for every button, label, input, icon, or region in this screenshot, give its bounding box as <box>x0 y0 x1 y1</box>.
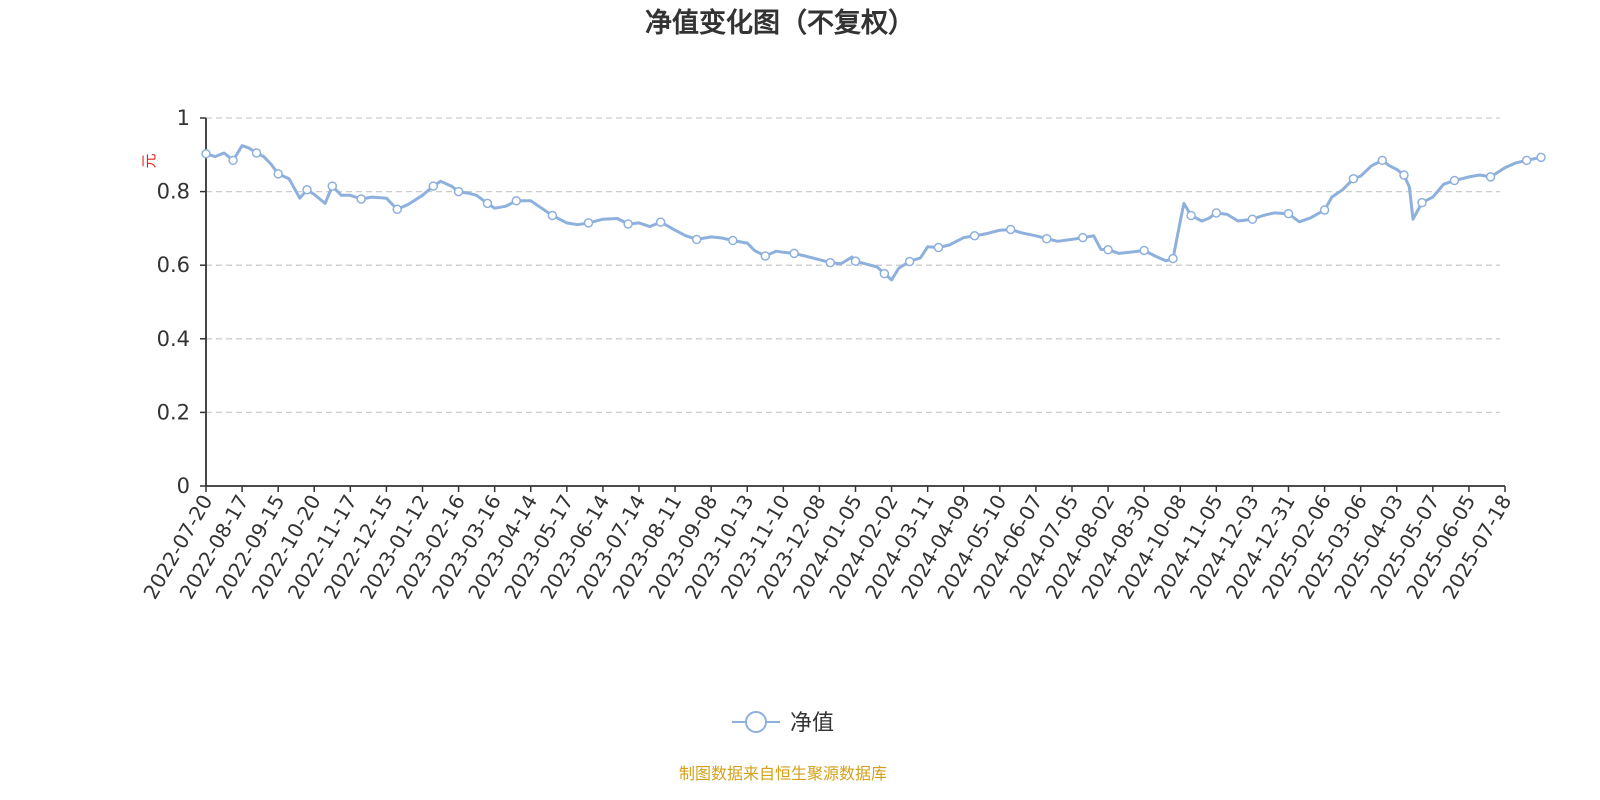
data-point <box>1005 224 1016 235</box>
axes <box>205 118 1505 487</box>
data-point <box>1186 210 1196 221</box>
legend-marker-icon <box>745 711 767 733</box>
data-point <box>1078 232 1088 243</box>
data-point <box>1139 245 1149 256</box>
data-point <box>1348 173 1359 184</box>
data-point <box>789 248 799 259</box>
data-point <box>850 256 861 266</box>
y-tick-label: 0.4 <box>157 327 190 351</box>
x-axis-ticks: 2022-07-202022-08-172022-09-152022-10-20… <box>138 486 1516 603</box>
chart-title: 净值变化图（不复权） <box>645 7 915 39</box>
data-point <box>1283 208 1294 219</box>
data-point <box>327 181 338 191</box>
data-point <box>1377 155 1388 166</box>
legend-label: 净值 <box>790 711 834 736</box>
y-tick-label: 0.6 <box>157 253 190 277</box>
data-point <box>1449 175 1460 186</box>
series-line-net-value <box>204 144 1543 282</box>
data-point <box>691 234 702 245</box>
y-tick-label: 0 <box>177 474 190 498</box>
data-point <box>1211 208 1222 218</box>
data-point <box>623 219 633 229</box>
data-point <box>1521 155 1532 166</box>
data-point <box>482 198 493 209</box>
data-point <box>428 181 439 191</box>
data-source-note: 制图数据来自恒生聚源数据库 <box>679 764 887 783</box>
data-point <box>825 257 835 268</box>
data-point <box>933 242 944 253</box>
data-point <box>728 235 738 246</box>
data-point <box>879 268 890 279</box>
data-point <box>655 217 666 227</box>
data-point <box>1103 244 1113 255</box>
y-axis-ticks: 0 0.2 0.4 0.6 0.8 1 <box>157 106 206 498</box>
data-point <box>1485 172 1496 182</box>
series-net-value <box>201 144 1546 282</box>
data-point <box>273 169 283 179</box>
data-point <box>201 148 211 159</box>
y-tick-label: 0.8 <box>157 180 190 204</box>
grid-lines <box>206 117 1500 414</box>
data-point <box>356 194 366 204</box>
data-point <box>302 185 312 195</box>
data-point <box>1041 233 1052 244</box>
y-tick-label: 0.2 <box>157 400 190 424</box>
data-point <box>547 210 558 221</box>
data-point <box>1168 253 1178 264</box>
data-point <box>1417 197 1427 208</box>
data-point <box>1247 214 1258 224</box>
legend[interactable]: 净值 <box>732 711 834 736</box>
data-point <box>1319 205 1330 215</box>
data-point <box>453 186 464 197</box>
y-tick-label: 1 <box>177 106 190 130</box>
data-point <box>1399 170 1409 180</box>
data-point <box>969 231 980 241</box>
data-point <box>760 251 771 261</box>
data-point <box>392 204 402 215</box>
y-axis-unit-label: 元 <box>140 153 158 168</box>
data-point <box>511 196 522 206</box>
data-point <box>583 218 594 228</box>
data-point <box>228 155 238 166</box>
data-point <box>1536 152 1546 163</box>
data-point <box>251 148 262 158</box>
data-point <box>904 256 915 267</box>
